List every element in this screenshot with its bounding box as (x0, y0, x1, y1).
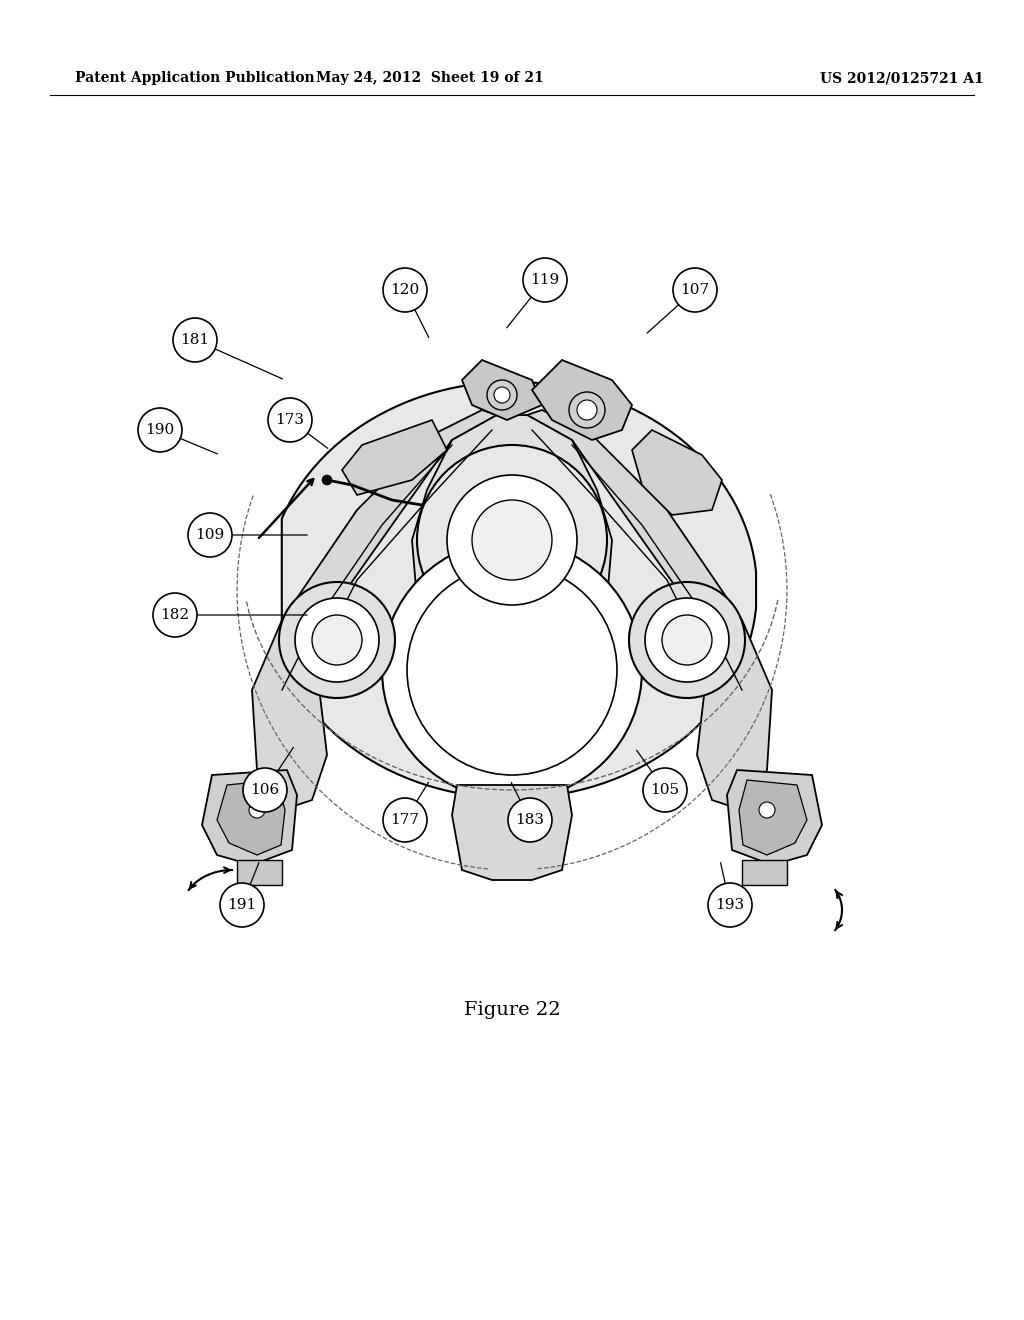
Polygon shape (527, 411, 772, 810)
Circle shape (383, 799, 427, 842)
Polygon shape (742, 861, 787, 884)
Circle shape (759, 803, 775, 818)
Circle shape (322, 475, 332, 484)
Text: 191: 191 (227, 898, 257, 912)
Text: May 24, 2012  Sheet 19 of 21: May 24, 2012 Sheet 19 of 21 (316, 71, 544, 84)
Circle shape (295, 598, 379, 682)
Circle shape (569, 392, 605, 428)
Text: 107: 107 (680, 282, 710, 297)
Circle shape (407, 565, 617, 775)
Circle shape (243, 768, 287, 812)
Text: Patent Application Publication: Patent Application Publication (75, 71, 314, 84)
Text: 190: 190 (145, 422, 175, 437)
Polygon shape (252, 411, 497, 810)
Circle shape (173, 318, 217, 362)
Text: US 2012/0125721 A1: US 2012/0125721 A1 (820, 71, 984, 84)
Text: 105: 105 (650, 783, 680, 797)
Circle shape (494, 387, 510, 403)
Text: 106: 106 (251, 783, 280, 797)
Text: Figure 22: Figure 22 (464, 1001, 560, 1019)
Polygon shape (237, 861, 282, 884)
Text: 193: 193 (716, 898, 744, 912)
Circle shape (153, 593, 197, 638)
Circle shape (138, 408, 182, 451)
Text: 119: 119 (530, 273, 560, 286)
Circle shape (629, 582, 745, 698)
Circle shape (279, 582, 395, 698)
Circle shape (249, 803, 265, 818)
Text: 120: 120 (390, 282, 420, 297)
Polygon shape (282, 381, 756, 799)
Circle shape (447, 475, 577, 605)
Circle shape (643, 768, 687, 812)
Polygon shape (632, 430, 722, 515)
Circle shape (417, 445, 607, 635)
Polygon shape (412, 414, 612, 690)
Text: 183: 183 (515, 813, 545, 828)
Polygon shape (217, 780, 285, 855)
Circle shape (577, 400, 597, 420)
Polygon shape (342, 420, 447, 495)
Circle shape (487, 380, 517, 411)
Text: 177: 177 (390, 813, 420, 828)
Polygon shape (727, 770, 822, 865)
Circle shape (383, 268, 427, 312)
Polygon shape (739, 780, 807, 855)
Circle shape (312, 615, 362, 665)
Circle shape (268, 399, 312, 442)
Circle shape (188, 513, 232, 557)
Circle shape (645, 598, 729, 682)
Text: 182: 182 (161, 609, 189, 622)
Polygon shape (202, 770, 297, 865)
Circle shape (508, 799, 552, 842)
Polygon shape (452, 785, 572, 880)
Text: 173: 173 (275, 413, 304, 426)
Text: 109: 109 (196, 528, 224, 543)
Circle shape (662, 615, 712, 665)
Circle shape (220, 883, 264, 927)
Circle shape (673, 268, 717, 312)
Polygon shape (532, 360, 632, 440)
Text: 181: 181 (180, 333, 210, 347)
Circle shape (382, 540, 642, 800)
Circle shape (708, 883, 752, 927)
Polygon shape (462, 360, 542, 420)
Circle shape (523, 257, 567, 302)
Circle shape (472, 500, 552, 579)
